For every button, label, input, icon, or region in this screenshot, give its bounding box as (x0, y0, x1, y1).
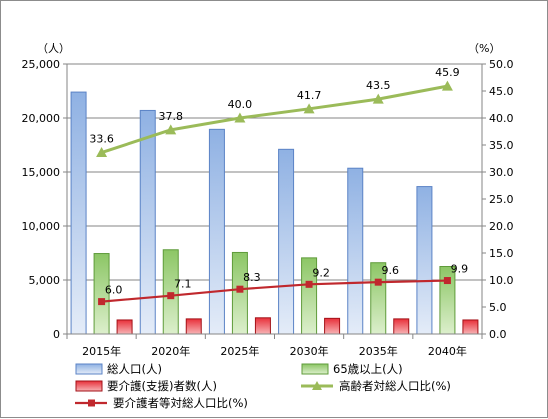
left-axis-unit: （人） (37, 42, 70, 55)
right-axis-unit: （%） (468, 42, 500, 55)
legend-label: 要介護(支援)者数(人) (107, 379, 217, 393)
right-tick-label: 35.0 (489, 139, 514, 152)
bar-total (208, 128, 225, 335)
care-ratio-data-label: 6.0 (105, 284, 123, 297)
legend: 総人口(人) 65歳以上(人) 要介護(支援)者数(人) 高齢者対総人口比(%) 要介護… (75, 362, 451, 410)
category-label: 2035年 (359, 344, 398, 358)
elderly-ratio-marker (441, 80, 453, 91)
bar-series (70, 91, 479, 335)
right-tick-label: 20.0 (489, 220, 514, 233)
care-ratio-marker (443, 277, 451, 285)
right-tick-label: 5.0 (489, 301, 507, 314)
legend-label: 高齢者対総人口比(%) (339, 379, 451, 393)
right-axis-ticks: 0.0 5.0 10.0 15.0 20.0 25.0 30.0 35.0 40.0 45.0 50… (489, 58, 514, 341)
care-ratio-line (101, 279, 448, 303)
elderly-ratio-marker (372, 93, 384, 104)
right-tick-label: 10.0 (489, 274, 514, 287)
right-tick-label: 15.0 (489, 247, 514, 260)
right-tick-label: 25.0 (489, 193, 514, 206)
legend-care: 要介護(支援)者数(人) (75, 379, 217, 393)
category-label: 2040年 (428, 344, 467, 358)
legend-elderly: 65歳以上(人) (301, 362, 403, 376)
axes (63, 63, 486, 339)
gridlines (67, 63, 482, 281)
bar-care (254, 317, 271, 335)
bar-total (347, 167, 364, 335)
bar-total (416, 186, 433, 335)
left-tick-label: 5,000 (29, 274, 61, 287)
line-series: 33.6 37.8 40.0 41.7 43.5 45.9 6.0 7.1 8.3 9.2 9.6 9… (89, 66, 469, 306)
left-tick-label: 0 (53, 328, 60, 341)
bar-care (116, 319, 133, 335)
bar-total (139, 109, 156, 335)
care-ratio-data-label: 9.9 (451, 263, 469, 276)
bar-elderly (162, 249, 179, 335)
category-label: 2025年 (220, 344, 259, 358)
legend-swatch (75, 363, 103, 375)
care-ratio-data-label: 7.1 (174, 278, 192, 291)
elderly-ratio-data-label: 40.0 (228, 98, 253, 111)
bar-elderly (439, 266, 456, 335)
bar-care (462, 319, 479, 335)
left-axis-ticks: 0 5,000 10,000 15,000 20,000 25,000 (22, 58, 61, 341)
legend-care-ratio: 要介護者等対総人口比(%) (75, 396, 248, 410)
elderly-ratio-line (101, 84, 448, 154)
right-tick-label: 50.0 (489, 58, 514, 71)
legend-marker (312, 381, 322, 390)
elderly-ratio-data-label: 41.7 (297, 89, 322, 102)
bar-care (393, 318, 410, 335)
bar-total (70, 91, 87, 335)
care-ratio-data-label: 9.2 (312, 266, 330, 279)
elderly-ratio-marker (234, 112, 246, 123)
care-ratio-marker (374, 278, 382, 286)
care-ratio-marker (167, 292, 175, 300)
left-tick-label: 25,000 (22, 58, 61, 71)
elderly-ratio-data-label: 43.5 (366, 79, 391, 92)
bar-care (185, 318, 202, 335)
legend-swatch (301, 363, 329, 375)
legend-total: 総人口(人) (75, 362, 162, 376)
legend-label: 総人口(人) (107, 362, 162, 376)
x-axis-labels: 2015年 2020年 2025年 2030年 2035年 2040年 (82, 344, 467, 358)
left-tick-label: 15,000 (22, 166, 61, 179)
legend-marker (88, 399, 95, 407)
elderly-ratio-data-label: 37.8 (159, 110, 184, 123)
legend-label: 要介護者等対総人口比(%) (113, 396, 248, 410)
bar-elderly (231, 251, 248, 335)
right-tick-label: 45.0 (489, 85, 514, 98)
right-tick-label: 0.0 (489, 328, 507, 341)
legend-label: 65歳以上(人) (333, 362, 403, 376)
left-tick-label: 10,000 (22, 220, 61, 233)
care-ratio-marker (305, 280, 313, 288)
care-ratio-marker (236, 285, 244, 293)
care-ratio-marker (98, 298, 106, 306)
care-ratio-data-label: 9.6 (382, 264, 400, 277)
bar-care (324, 317, 341, 335)
care-ratio-data-label: 8.3 (243, 271, 261, 284)
category-label: 2020年 (151, 344, 190, 358)
left-tick-label: 20,000 (22, 112, 61, 125)
right-tick-label: 40.0 (489, 112, 514, 125)
right-tick-label: 30.0 (489, 166, 514, 179)
elderly-ratio-data-label: 45.9 (435, 66, 460, 79)
elderly-ratio-marker (303, 103, 315, 114)
legend-elderly-ratio: 高齢者対総人口比(%) (301, 379, 451, 393)
elderly-ratio-marker (165, 124, 177, 135)
category-label: 2030年 (290, 344, 329, 358)
elderly-ratio-marker (96, 147, 108, 158)
category-label: 2015年 (82, 344, 121, 358)
elderly-ratio-data-label: 33.6 (89, 133, 114, 146)
legend-swatch (75, 380, 103, 392)
bar-total (278, 148, 295, 335)
